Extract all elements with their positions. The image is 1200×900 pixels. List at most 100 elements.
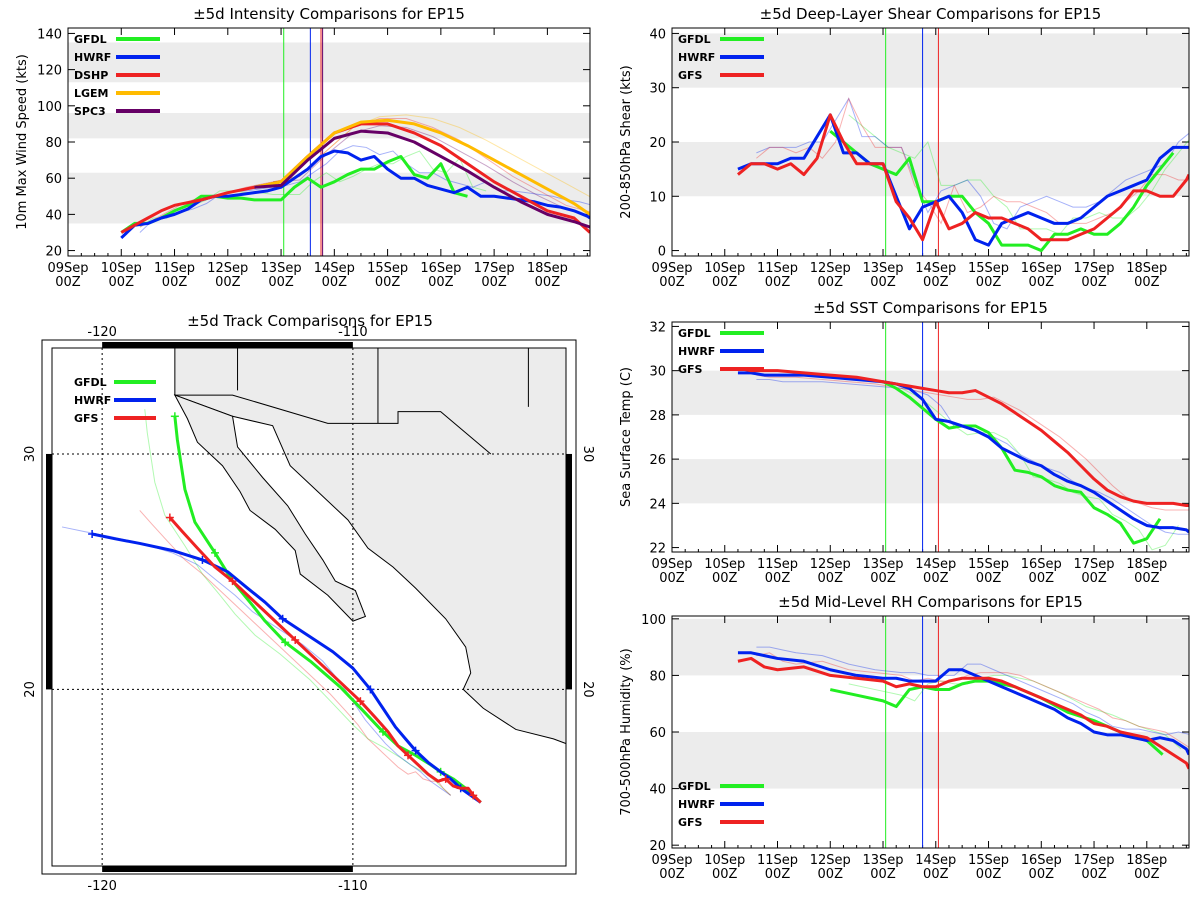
x-tick-label: 00Z xyxy=(1029,571,1055,586)
x-tick-label: 11Sep xyxy=(154,261,195,276)
series-ghost-line-gfs xyxy=(756,97,1189,225)
x-tick-label: 15Sep xyxy=(968,557,1009,572)
x-tick-label: 16Sep xyxy=(1021,853,1062,868)
plot-frame xyxy=(671,615,1190,849)
x-tick-label: 00Z xyxy=(1134,275,1160,290)
map-border-bar xyxy=(102,342,353,348)
x-tick-label: 14Sep xyxy=(915,557,956,572)
x-tick-label: 12Sep xyxy=(207,261,248,276)
x-tick-label: 00Z xyxy=(818,867,844,882)
x-tick-label: 17Sep xyxy=(1074,853,1115,868)
background-band xyxy=(672,370,1189,415)
legend-label: GFDL xyxy=(74,376,107,389)
x-tick-label: 18Sep xyxy=(1126,557,1167,572)
legend-label: GFDL xyxy=(678,33,711,46)
track-ghost-line-gfs xyxy=(139,510,452,796)
x-tick-label: 00Z xyxy=(109,275,135,290)
us-mexico-border xyxy=(174,394,492,455)
background-band xyxy=(672,459,1189,504)
x-tick-label: 14Sep xyxy=(915,261,956,276)
x-tick-label: 18Sep xyxy=(1126,853,1167,868)
series-line-gfs xyxy=(736,113,1189,242)
series-line-spc3 xyxy=(254,129,590,229)
x-tick-label: 10Sep xyxy=(704,853,745,868)
x-tick-label: 00Z xyxy=(976,867,1002,882)
x-tick-label: 09Sep xyxy=(651,557,692,572)
chart-sst: ±5d SST Comparisons for EP15 Sea Surface … xyxy=(619,299,1190,586)
y-tick-label: 26 xyxy=(649,453,666,468)
x-tick-label: 13Sep xyxy=(261,261,302,276)
x-tick-label: 00Z xyxy=(659,275,685,290)
legend-label: GFDL xyxy=(678,327,711,340)
y-tick-label: 28 xyxy=(649,409,666,424)
legend-label: HWRF xyxy=(678,345,715,358)
x-tick-label: 09Sep xyxy=(651,261,692,276)
x-tick-label: 00Z xyxy=(55,275,81,290)
y-axis-label: 200-850hPa Shear (kts) xyxy=(619,65,634,218)
y-tick-label: 0 xyxy=(658,245,666,260)
series-ghost-line-gfs xyxy=(756,652,1189,748)
series-line-gfs xyxy=(737,366,1189,508)
legend-label: GFS xyxy=(678,363,703,376)
chart-title: ±5d Intensity Comparisons for EP15 xyxy=(193,5,465,23)
x-tick-label: 00Z xyxy=(481,275,507,290)
x-tick-label: 00Z xyxy=(870,275,896,290)
x-tick-label: 11Sep xyxy=(757,853,798,868)
legend-label: HWRF xyxy=(74,394,111,407)
x-tick-label: 00Z xyxy=(818,275,844,290)
series-group xyxy=(736,97,1189,253)
y-axis-label: Sea Surface Temp (C) xyxy=(619,367,634,507)
x-tick-label: 17Sep xyxy=(1074,557,1115,572)
longitude-tick-label: -110 xyxy=(338,325,368,340)
mainland-landmass xyxy=(174,348,566,745)
background-band xyxy=(672,618,1189,676)
map-border-bar xyxy=(46,453,52,690)
series-ghost-line-hwrf xyxy=(756,379,1189,535)
x-tick-label: 00Z xyxy=(765,275,791,290)
track-line-hwrf xyxy=(91,532,482,804)
x-tick-label: 00Z xyxy=(659,571,685,586)
y-tick-label: 100 xyxy=(641,613,666,628)
x-tick-label: 15Sep xyxy=(968,261,1009,276)
background-band xyxy=(672,33,1189,88)
plot-frame xyxy=(671,27,1190,257)
x-tick-label: 00Z xyxy=(162,275,188,290)
y-tick-label: 20 xyxy=(649,839,666,854)
track-ghost-line-gfdl xyxy=(144,409,452,796)
x-tick-label: 00Z xyxy=(1029,275,1055,290)
y-tick-label: 120 xyxy=(37,64,62,79)
legend-label: GFS xyxy=(74,412,99,425)
legend-label: DSHP xyxy=(74,69,108,82)
x-tick-label: 15Sep xyxy=(367,261,408,276)
x-tick-label: 00Z xyxy=(712,867,738,882)
x-tick-label: 00Z xyxy=(765,571,791,586)
x-tick-label: 00Z xyxy=(712,571,738,586)
x-tick-label: 00Z xyxy=(923,571,949,586)
y-tick-label: 32 xyxy=(649,320,666,335)
series-group xyxy=(120,114,590,239)
x-tick-label: 16Sep xyxy=(1021,261,1062,276)
x-tick-label: 10Sep xyxy=(704,557,745,572)
y-tick-label: 24 xyxy=(649,497,666,512)
legend-label: GFS xyxy=(678,69,703,82)
latitude-tick-label: 20 xyxy=(23,681,38,698)
legend-label: HWRF xyxy=(678,51,715,64)
series-ghost-line-gfdl xyxy=(848,114,1189,235)
x-tick-label: 14Sep xyxy=(314,261,355,276)
x-tick-label: 00Z xyxy=(765,867,791,882)
x-tick-label: 17Sep xyxy=(1074,261,1115,276)
x-tick-label: 00Z xyxy=(659,867,685,882)
x-tick-label: 09Sep xyxy=(651,853,692,868)
x-tick-label: 09Sep xyxy=(47,261,88,276)
series-group xyxy=(737,646,1189,770)
x-tick-label: 11Sep xyxy=(757,557,798,572)
longitude-tick-label: -120 xyxy=(87,879,117,894)
x-tick-label: 13Sep xyxy=(862,557,903,572)
legend-label: GFDL xyxy=(74,33,107,46)
x-tick-label: 13Sep xyxy=(862,261,903,276)
x-tick-label: 00Z xyxy=(1081,275,1107,290)
x-tick-label: 00Z xyxy=(923,867,949,882)
map-border-bar xyxy=(566,453,572,690)
chart-intensity: ±5d Intensity Comparisons for EP15 10m Ma… xyxy=(15,5,591,290)
